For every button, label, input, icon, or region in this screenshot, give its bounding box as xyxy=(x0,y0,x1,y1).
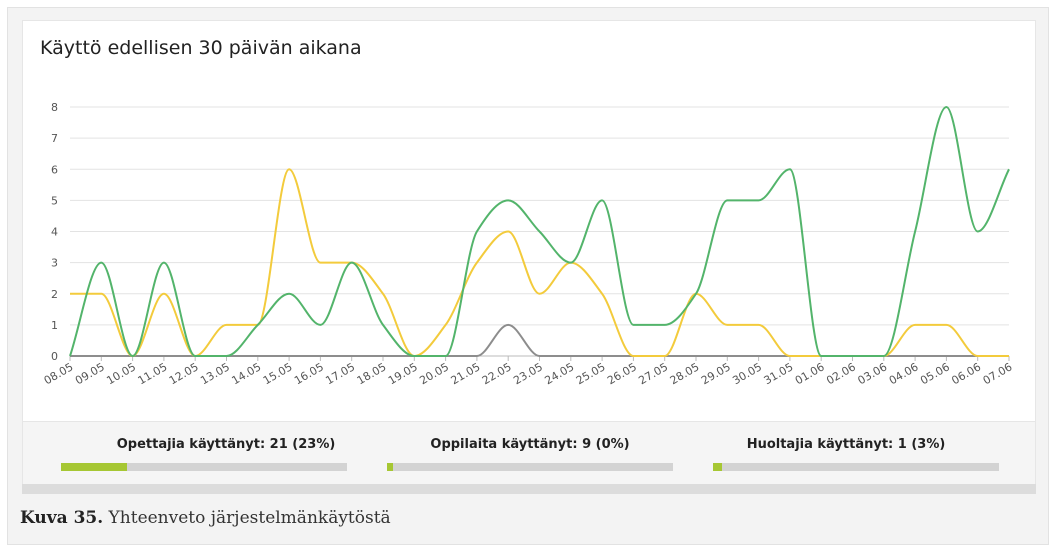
panel-footer-strip xyxy=(22,484,1036,494)
x-tick-label: 01.06 xyxy=(793,360,827,387)
teachers-stat-label: Opettajia käyttänyt: 21 (23%) xyxy=(116,437,336,452)
y-tick-label: 8 xyxy=(51,101,58,114)
x-tick-label: 31.05 xyxy=(762,360,796,387)
caption-number: Kuva 35. xyxy=(20,508,104,528)
x-tick-label: 16.05 xyxy=(292,360,326,387)
y-tick-label: 3 xyxy=(51,257,58,270)
x-tick-label: 09.05 xyxy=(73,360,107,387)
x-tick-label: 22.05 xyxy=(480,360,514,387)
x-tick-label: 08.05 xyxy=(42,360,76,387)
y-tick-label: 2 xyxy=(51,288,58,301)
x-tick-label: 30.05 xyxy=(730,360,764,387)
x-tick-label: 05.06 xyxy=(918,360,952,387)
y-tick-label: 7 xyxy=(51,132,58,145)
x-tick-label: 26.05 xyxy=(605,360,639,387)
y-axis-ticks: 0 1 2 3 4 5 6 7 8 xyxy=(51,101,58,363)
chart-grid xyxy=(69,106,1010,361)
x-tick-label: 06.06 xyxy=(949,360,983,387)
x-tick-label: 07.06 xyxy=(981,360,1015,387)
y-tick-label: 6 xyxy=(51,163,58,176)
x-tick-label: 17.05 xyxy=(323,360,357,387)
x-tick-label: 02.06 xyxy=(824,360,858,387)
x-tick-label: 10.05 xyxy=(104,360,138,387)
chart-title: Käyttö edellisen 30 päivän aikana xyxy=(40,37,362,59)
x-tick-label: 21.05 xyxy=(449,360,483,387)
x-tick-label: 29.05 xyxy=(699,360,733,387)
x-tick-label: 11.05 xyxy=(136,360,170,387)
students-stat-label: Oppilaita käyttänyt: 9 (0%) xyxy=(430,437,630,452)
x-tick-label: 12.05 xyxy=(167,360,201,387)
x-tick-label: 24.05 xyxy=(543,360,577,387)
x-tick-label: 23.05 xyxy=(511,360,545,387)
students-progress-fill xyxy=(387,463,393,471)
x-tick-label: 03.06 xyxy=(856,360,890,387)
y-tick-label: 5 xyxy=(51,194,58,207)
x-tick-label: 14.05 xyxy=(230,360,264,387)
x-tick-label: 25.05 xyxy=(574,360,608,387)
students-progress-track xyxy=(387,463,673,471)
y-tick-label: 1 xyxy=(51,319,58,332)
usage-stats: Opettajia käyttänyt: 21 (23%) Oppilaita … xyxy=(22,422,1036,484)
y-tick-label: 4 xyxy=(51,226,58,239)
x-tick-label: 18.05 xyxy=(355,360,389,387)
figure-caption: Kuva 35. Yhteenveto järjestelmänkäytöstä xyxy=(20,508,391,528)
x-tick-label: 13.05 xyxy=(198,360,232,387)
guardians-stat-label: Huoltajia käyttänyt: 1 (3%) xyxy=(746,437,946,452)
x-tick-label: 19.05 xyxy=(386,360,420,387)
x-axis-ticks: 08.0509.0510.0511.0512.0513.0514.0515.05… xyxy=(42,360,1015,387)
x-tick-label: 04.06 xyxy=(887,360,921,387)
x-tick-label: 15.05 xyxy=(261,360,295,387)
chart-series xyxy=(69,106,1010,357)
teachers-progress-track xyxy=(61,463,347,471)
guardians-progress-fill xyxy=(713,463,722,471)
teachers-progress-fill xyxy=(61,463,127,471)
x-tick-label: 28.05 xyxy=(668,360,702,387)
caption-text: Yhteenveto järjestelmänkäytöstä xyxy=(103,508,391,528)
usage-line-chart: 0 1 2 3 4 5 6 7 8 08.0509.0510.0511.0512.0513.05… xyxy=(42,101,1015,387)
guardians-progress-track xyxy=(713,463,999,471)
x-tick-label: 20.05 xyxy=(417,360,451,387)
y-tick-label: 0 xyxy=(51,350,58,363)
series-line-0 xyxy=(69,106,1010,357)
x-tick-label: 27.05 xyxy=(636,360,670,387)
